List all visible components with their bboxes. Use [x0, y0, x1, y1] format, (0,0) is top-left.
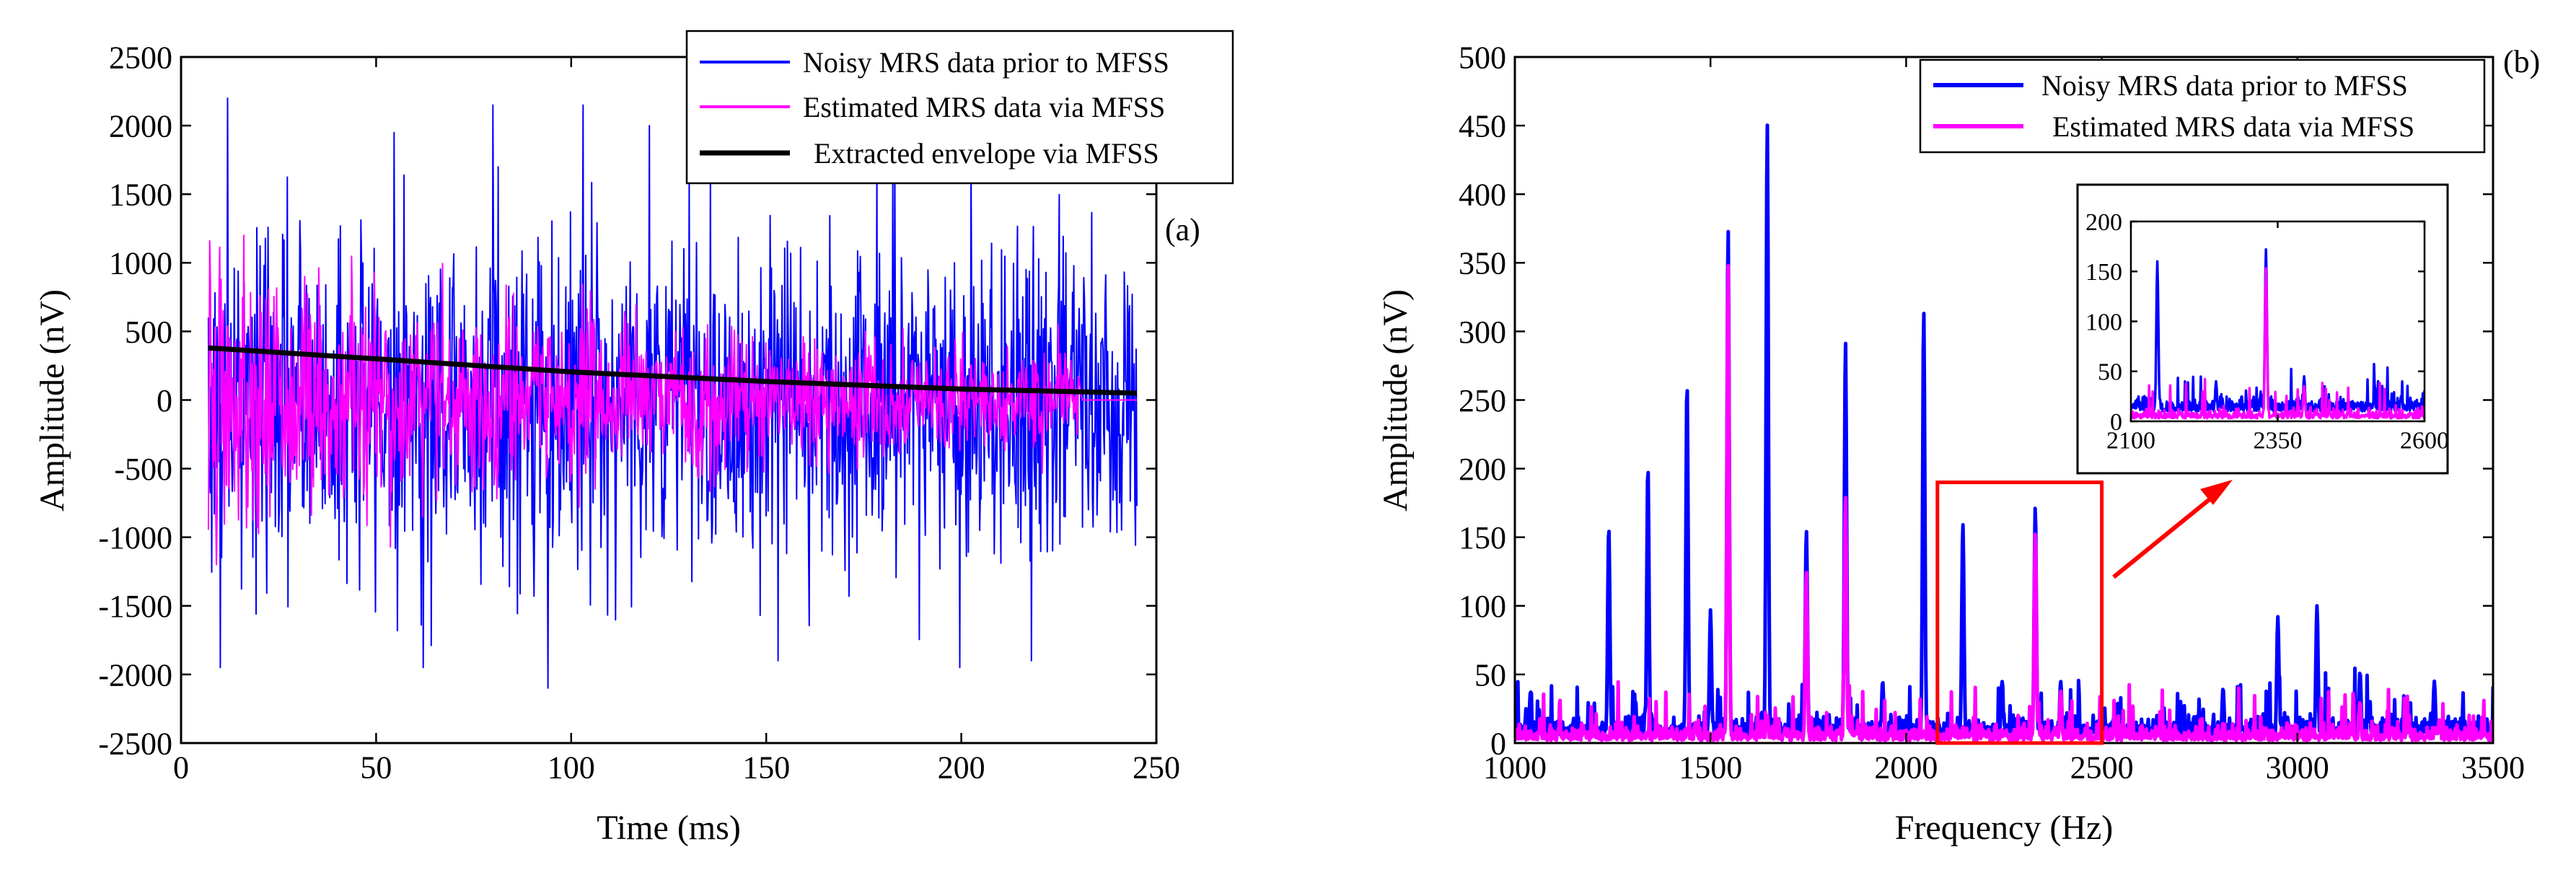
inset-estimated-line: [2131, 267, 2425, 420]
panel-a-xtick-label: 250: [1133, 750, 1180, 785]
legend-a-label-estimated: Estimated MRS data via MFSS: [803, 91, 1165, 123]
panel-b-legend-box: [1919, 58, 2486, 154]
panel-b-ytick-label: 350: [1459, 246, 1506, 281]
inset-xtick-label: 2600: [2400, 427, 2449, 454]
panel-a-ytick-label: -500: [114, 452, 172, 487]
series-a-envelope-line: [208, 345, 1138, 396]
panel-b-ylabel: Amplitude (nV): [1376, 289, 1415, 511]
panel-a-ytick-label: 1500: [109, 177, 172, 213]
panel-b-ytick-label: 450: [1459, 109, 1506, 144]
panel-a-label: (a): [1165, 212, 1200, 247]
panel-b-xtick-label: 3000: [2266, 750, 2329, 785]
panel-b-ytick-label: 250: [1459, 383, 1506, 418]
panel-a-ytick-label: -2000: [98, 657, 172, 693]
legend-a-label-envelope: Extracted envelope via MFSS: [814, 137, 1159, 170]
panel-a-ytick-label: -2500: [98, 726, 172, 761]
inset-ticks: 2100 2350 2600 0 50 100 150 200: [2085, 209, 2449, 454]
panel-b-xlabel: Frequency (Hz): [1895, 809, 2114, 847]
inset-xtick-label: 2350: [2254, 427, 2303, 454]
panel-a-ytick-label: 2500: [109, 40, 172, 75]
panel-b-xtick-label: 2000: [1874, 750, 1938, 785]
panel-a-ytick-label: 1000: [109, 246, 172, 281]
panel-b-ytick-label: 300: [1459, 315, 1506, 350]
inset-ytick-label: 200: [2085, 209, 2122, 236]
inset-ytick-label: 100: [2085, 309, 2122, 335]
legend-a-label-noisy: Noisy MRS data prior to MFSS: [803, 46, 1169, 79]
panel-b: 1000 1500 2000 2500 3000 35000501001502002503…: [1376, 40, 2540, 847]
panel-a-ylabel: Amplitude (nV): [33, 289, 71, 511]
inset-background: [2076, 183, 2449, 475]
panel-b-xtick-label: 3500: [2461, 750, 2525, 785]
panel-b-xtick-label: 1500: [1679, 750, 1742, 785]
panel-a-legend: Noisy MRS data prior to MFSS Estimated M…: [685, 30, 1234, 185]
inset: 2100 2350 2600 0 50 100 150 200: [2076, 183, 2449, 475]
panel-a-xtick-label: 0: [173, 750, 189, 785]
panel-a-xtick-label: 200: [938, 750, 985, 785]
panel-b-xtick-label: 1000: [1483, 750, 1547, 785]
panel-b-ytick-label: 100: [1459, 589, 1506, 624]
panel-b-label: (b): [2503, 44, 2540, 79]
panel-a-ticks: 0 50 100 150 200 250 -2500 -2000 -1500 -1000 -500 0…: [98, 40, 1180, 785]
panel-b-xtick-label: 2500: [2070, 750, 2134, 785]
legend-b-label-noisy: Noisy MRS data prior to MFSS: [2041, 69, 2408, 102]
panel-a-ytick-label: -1000: [98, 520, 172, 555]
panel-a-ytick-label: -1500: [98, 589, 172, 624]
panel-a-xtick-label: 100: [548, 750, 595, 785]
panel-a-xtick-label: 150: [742, 750, 790, 785]
panel-b-legend: Noisy MRS data prior to MFSS Estimated M…: [1919, 58, 2486, 154]
panel-b-ytick-label: 200: [1459, 452, 1506, 487]
inset-ytick-label: 50: [2098, 359, 2122, 386]
legend-b-label-estimated: Estimated MRS data via MFSS: [2052, 110, 2414, 143]
panel-b-ytick-label: 400: [1459, 177, 1506, 213]
panel-b-ticks: 1000 1500 2000 2500 3000 35000501001502002503…: [1459, 40, 2525, 785]
inset-ytick-label: 0: [2110, 409, 2122, 436]
panel-a-ytick-label: 2000: [109, 109, 172, 144]
panel-a-ytick-label: 0: [157, 383, 172, 418]
zoom-arrow-shaft: [2112, 488, 2222, 579]
panel-b-ytick-label: 0: [1490, 726, 1506, 761]
panel-a-xtick-label: 50: [360, 750, 392, 785]
panel-b-ytick-label: 150: [1459, 520, 1506, 555]
panel-b-ytick-label: 50: [1474, 657, 1506, 693]
panel-a: 0 50 100 150 200 250 -2500 -2000 -1500 -1000 -500 0…: [33, 30, 1234, 847]
zoom-arrow-head: [2200, 480, 2233, 505]
inset-xtick-label: 2100: [2106, 427, 2155, 454]
panel-a-xlabel: Time (ms): [597, 809, 741, 847]
inset-noisy-line: [2131, 248, 2425, 413]
inset-plot-area: [2131, 248, 2425, 420]
panel-a-ytick-label: 500: [125, 315, 172, 350]
panel-a-plot-area: [207, 97, 1138, 689]
panel-b-plot-area: [1515, 123, 2493, 742]
zoom-highlight-box: [1935, 480, 2104, 745]
inset-ytick-label: 150: [2085, 259, 2122, 286]
panel-b-ytick-label: 500: [1459, 40, 1506, 75]
series-b-estimated-line: [1515, 263, 2493, 742]
